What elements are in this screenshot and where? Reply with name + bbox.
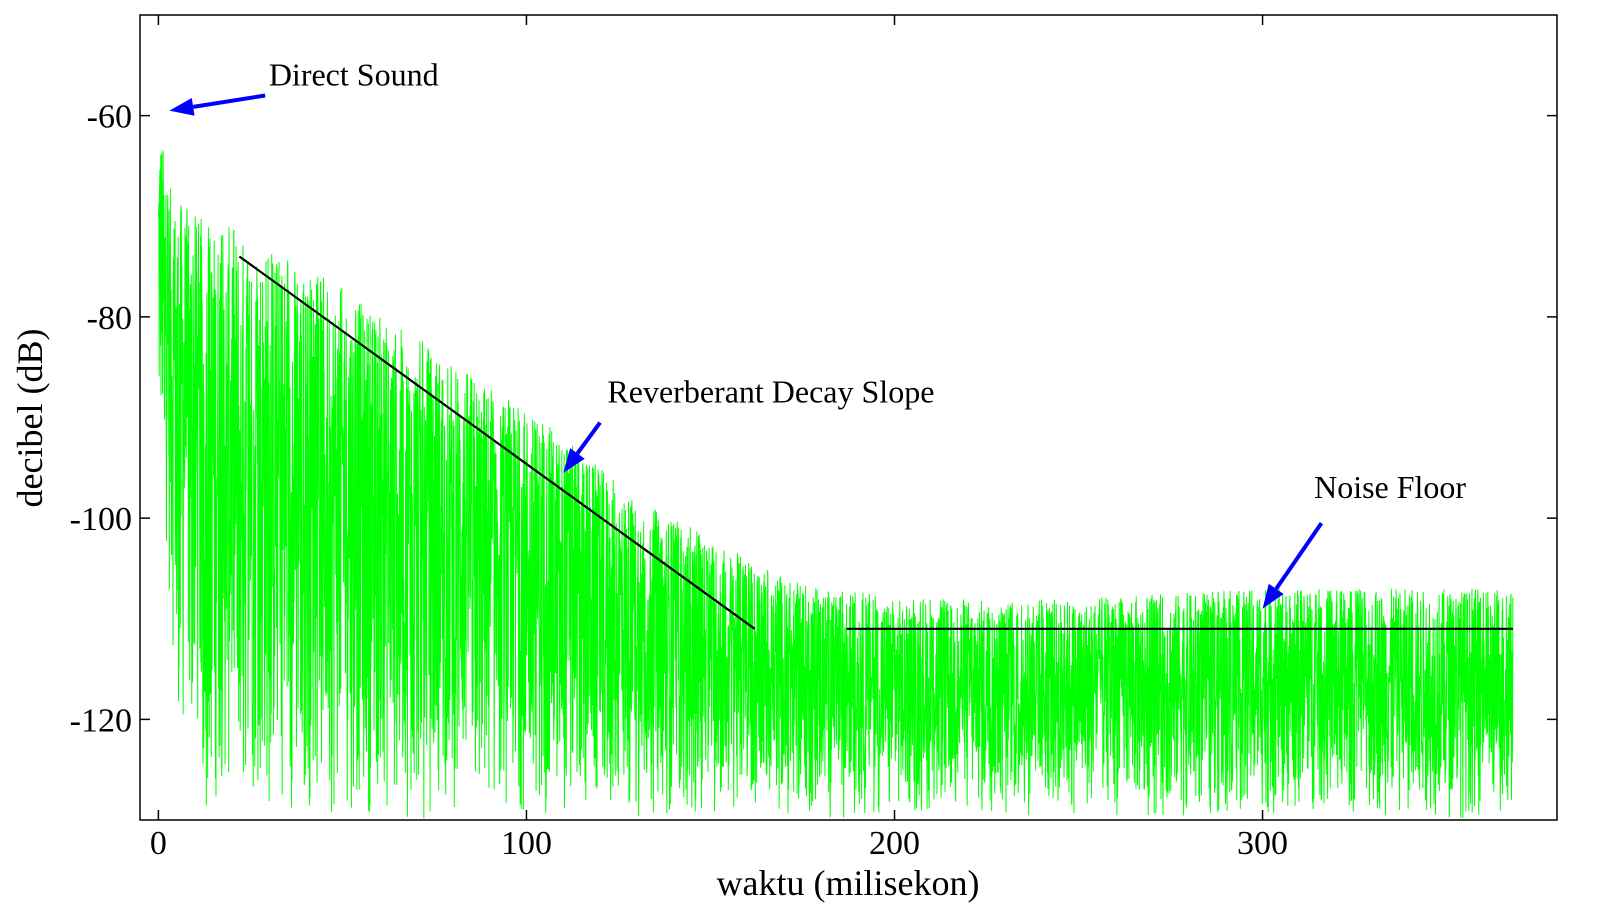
- annotation-arrow-head: [169, 97, 195, 116]
- x-tick-label: 0: [150, 825, 167, 862]
- y-axis-title: decibel (dB): [10, 329, 50, 508]
- annotation-arrow-shaft: [192, 93, 266, 109]
- y-tick-label: -80: [87, 300, 132, 337]
- y-tick-label: -120: [70, 702, 132, 739]
- annotations: Direct Sound Reverberant Decay Slope Noise…: [169, 56, 1466, 609]
- x-tick-label: 200: [869, 825, 920, 862]
- decay-slope-line: [238, 255, 756, 630]
- fit-lines: [238, 255, 1513, 630]
- signal-line: [157, 150, 1514, 819]
- plot-frame: [139, 14, 1558, 821]
- annotation-label: Direct Sound: [269, 56, 439, 92]
- x-axis-title: waktu (milisekon): [717, 863, 980, 903]
- annotation-arrow-shaft: [575, 421, 602, 455]
- annotation-label: Noise Floor: [1314, 469, 1466, 505]
- y-tick-label: -60: [87, 99, 132, 136]
- annotation-label: Reverberant Decay Slope: [607, 373, 934, 409]
- x-tick-label: 300: [1237, 825, 1288, 862]
- annotation-arrow-head: [1262, 583, 1284, 609]
- signal-trace: [157, 150, 1514, 819]
- annotation-arrow-shaft: [1274, 522, 1324, 591]
- axis-ticks: 0 100 200 300 -60 -80 -100 -120: [70, 15, 1557, 862]
- annotation-arrow-head: [563, 448, 585, 473]
- x-tick-label: 100: [501, 825, 552, 862]
- y-tick-label: -100: [70, 501, 132, 538]
